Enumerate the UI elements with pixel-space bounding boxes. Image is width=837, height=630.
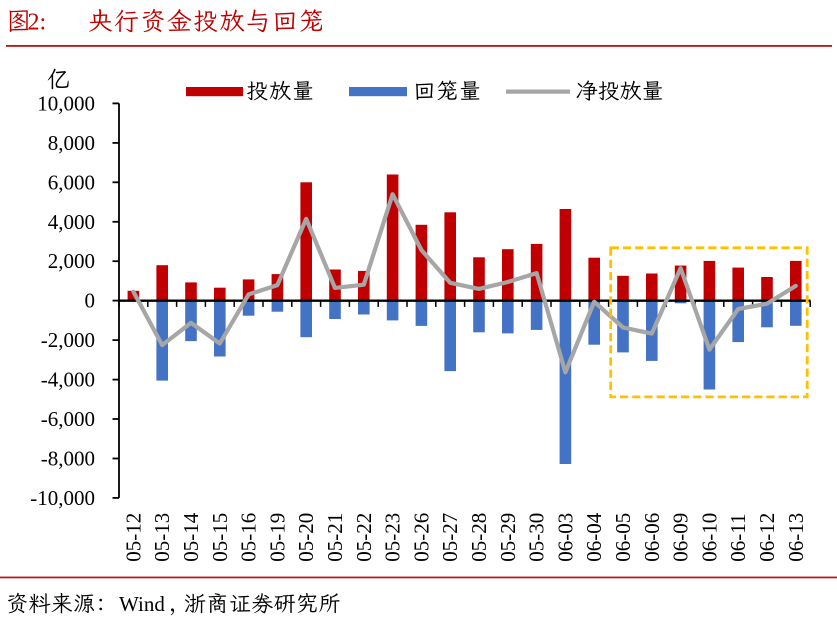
svg-text:05-26: 05-26 (409, 513, 433, 562)
svg-text:05-22: 05-22 (352, 513, 376, 562)
svg-text:Wind: Wind (119, 592, 165, 616)
svg-text:-8,000: -8,000 (41, 447, 95, 471)
svg-text:06-05: 06-05 (611, 513, 635, 562)
svg-text:05-21: 05-21 (323, 513, 347, 562)
svg-text:2,000: 2,000 (48, 249, 95, 273)
svg-text:05-28: 05-28 (467, 513, 491, 562)
svg-text:06-12: 06-12 (755, 513, 779, 562)
svg-text:06-03: 06-03 (553, 513, 577, 562)
svg-text:06-13: 06-13 (784, 513, 808, 562)
svg-text:05-13: 05-13 (150, 513, 174, 562)
svg-text:4,000: 4,000 (48, 210, 95, 234)
svg-text:10,000: 10,000 (37, 91, 95, 115)
svg-text:6,000: 6,000 (48, 170, 95, 194)
svg-text:8,000: 8,000 (48, 131, 95, 155)
svg-text:05-20: 05-20 (294, 513, 318, 562)
svg-text:06-06: 06-06 (640, 513, 664, 562)
svg-text:-2,000: -2,000 (41, 328, 95, 352)
svg-text:05-29: 05-29 (496, 513, 520, 562)
svg-text:2:: 2: (28, 10, 47, 36)
svg-text:05-19: 05-19 (265, 513, 289, 562)
svg-text:-4,000: -4,000 (41, 368, 95, 392)
svg-text:05-23: 05-23 (381, 513, 405, 562)
svg-text:05-16: 05-16 (237, 513, 261, 562)
svg-text:06-10: 06-10 (697, 513, 721, 562)
svg-text:06-11: 06-11 (726, 513, 750, 561)
svg-text:-10,000: -10,000 (30, 486, 95, 510)
svg-text:05-27: 05-27 (438, 513, 462, 562)
svg-text:05-30: 05-30 (525, 513, 549, 562)
svg-text:0: 0 (85, 289, 96, 313)
svg-text:-6,000: -6,000 (41, 407, 95, 431)
svg-text:05-14: 05-14 (179, 512, 203, 561)
svg-text:06-09: 06-09 (669, 513, 693, 562)
svg-text:06-04: 06-04 (582, 512, 606, 561)
svg-text:05-12: 05-12 (121, 513, 145, 562)
svg-text:05-15: 05-15 (208, 513, 232, 562)
